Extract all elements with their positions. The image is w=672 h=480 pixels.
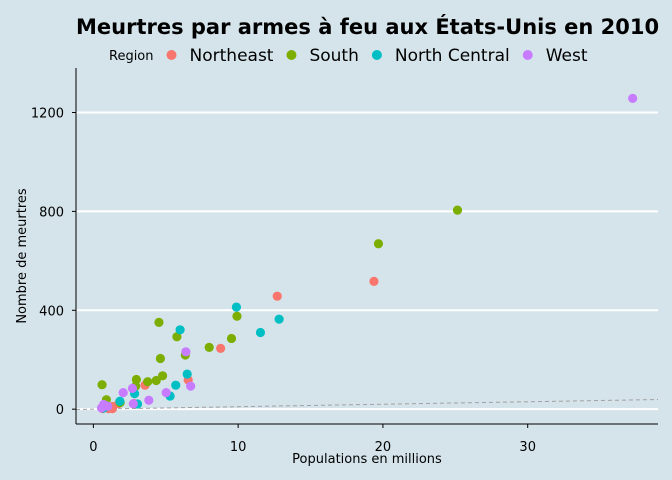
data-point-1-10 (172, 332, 182, 342)
data-point-2-6 (171, 380, 181, 390)
data-point-3-4 (127, 383, 138, 393)
data-point-1-13 (226, 333, 237, 344)
data-point-1-14 (232, 311, 242, 321)
data-point-1-16 (452, 205, 463, 215)
data-point-3-2 (103, 401, 113, 411)
data-point-2-2 (115, 396, 125, 406)
legend-key-2 (371, 50, 382, 60)
data-point-3-8 (181, 347, 191, 357)
data-point-1-12 (204, 342, 214, 352)
data-point-1-0 (97, 380, 107, 390)
data-point-1-8 (155, 353, 166, 364)
chart-title: Meurtres par armes à feu aux États-Unis … (76, 14, 659, 39)
legend-key-0 (166, 50, 177, 60)
data-point-3-9 (186, 381, 196, 391)
y-tick-label: 0 (56, 403, 64, 418)
data-point-3-10 (628, 93, 638, 104)
reference-line (75, 399, 659, 410)
y-tick-label: 800 (39, 205, 64, 220)
x-tick-label: 0 (89, 440, 97, 455)
x-tick-label: 20 (375, 440, 392, 455)
data-point-2-7 (175, 325, 185, 335)
legend-label: West (546, 46, 588, 66)
legend-label: Northeast (190, 46, 274, 66)
reference-line-path (75, 399, 659, 410)
data-points (96, 93, 638, 414)
data-point-0-9 (272, 291, 282, 301)
data-point-2-8 (182, 369, 192, 379)
data-point-2-10 (255, 327, 266, 338)
data-point-3-6 (144, 395, 154, 405)
y-tick-label: 1200 (31, 107, 64, 122)
legend-key-1 (286, 50, 297, 60)
gridlines (76, 111, 658, 411)
legend-key-3 (522, 50, 533, 60)
legend-label: North Central (395, 46, 510, 66)
data-point-3-7 (161, 388, 171, 398)
x-tick-label: 10 (230, 440, 247, 455)
y-tick-label: 400 (39, 304, 64, 319)
data-point-1-4 (131, 374, 141, 385)
data-point-3-5 (128, 399, 138, 409)
data-point-1-9 (157, 371, 168, 381)
data-point-1-7 (154, 317, 164, 327)
data-point-1-5 (143, 377, 153, 387)
x-axis-label: Populations en millions (292, 452, 442, 467)
axes: 0 400 800 1200 0 10 20 30 (31, 68, 658, 455)
data-point-0-10 (369, 276, 379, 286)
legend: Region Northeast South North Central West (109, 46, 588, 66)
data-point-2-11 (274, 314, 284, 324)
x-tick-label: 30 (519, 440, 536, 455)
legend-title: Region (109, 49, 154, 64)
data-point-1-15 (373, 239, 384, 249)
y-axis-label: Nombre de meurtres (15, 188, 30, 324)
data-point-3-3 (118, 388, 128, 398)
legend-label: South (309, 46, 358, 66)
data-point-0-8 (216, 343, 226, 353)
data-point-1-6 (151, 375, 161, 386)
data-point-2-9 (231, 302, 242, 312)
